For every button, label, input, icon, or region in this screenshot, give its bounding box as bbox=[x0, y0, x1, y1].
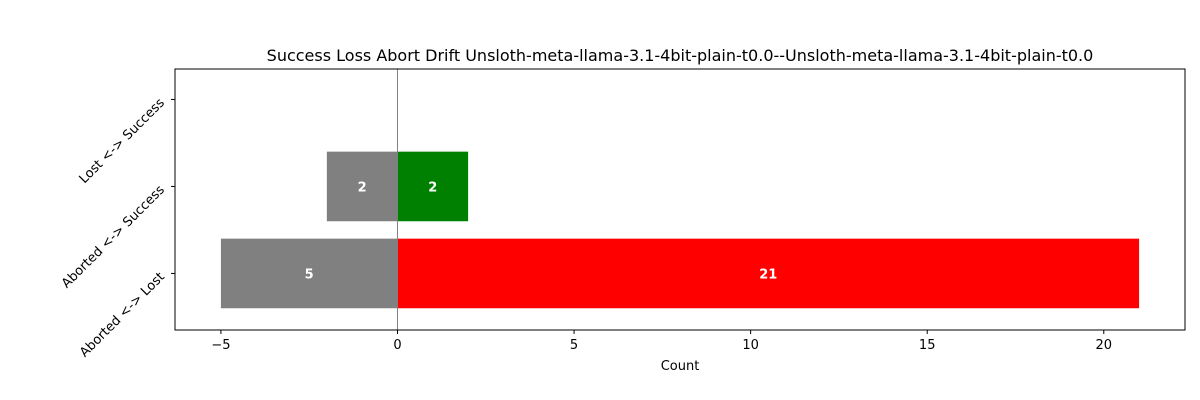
x-tick-label: 20 bbox=[1096, 338, 1113, 353]
bar-series0-1 bbox=[326, 151, 398, 222]
x-tick-label: 5 bbox=[570, 338, 578, 353]
bar-series0-0 bbox=[220, 238, 398, 309]
y-tick-label: Lost <-> Success bbox=[77, 96, 168, 187]
bar-value-label: 2 bbox=[358, 180, 367, 195]
bar-value-label: 2 bbox=[428, 180, 437, 195]
x-tick-label: −5 bbox=[211, 338, 230, 353]
plot-frame bbox=[174, 68, 1186, 331]
x-tick-label: 0 bbox=[393, 338, 401, 353]
chart-title: Success Loss Abort Drift Unsloth-meta-ll… bbox=[267, 46, 1094, 65]
bar-series1-0 bbox=[397, 238, 1140, 309]
y-tick-label: Aborted <-> Lost bbox=[77, 270, 168, 361]
bar-series1-1 bbox=[397, 151, 469, 222]
bar-value-label: 21 bbox=[759, 267, 777, 282]
x-axis-label: Count bbox=[661, 359, 700, 374]
x-tick-label: 15 bbox=[919, 338, 936, 353]
x-tick-label: 10 bbox=[742, 338, 759, 353]
bar-value-label: 5 bbox=[305, 267, 314, 282]
